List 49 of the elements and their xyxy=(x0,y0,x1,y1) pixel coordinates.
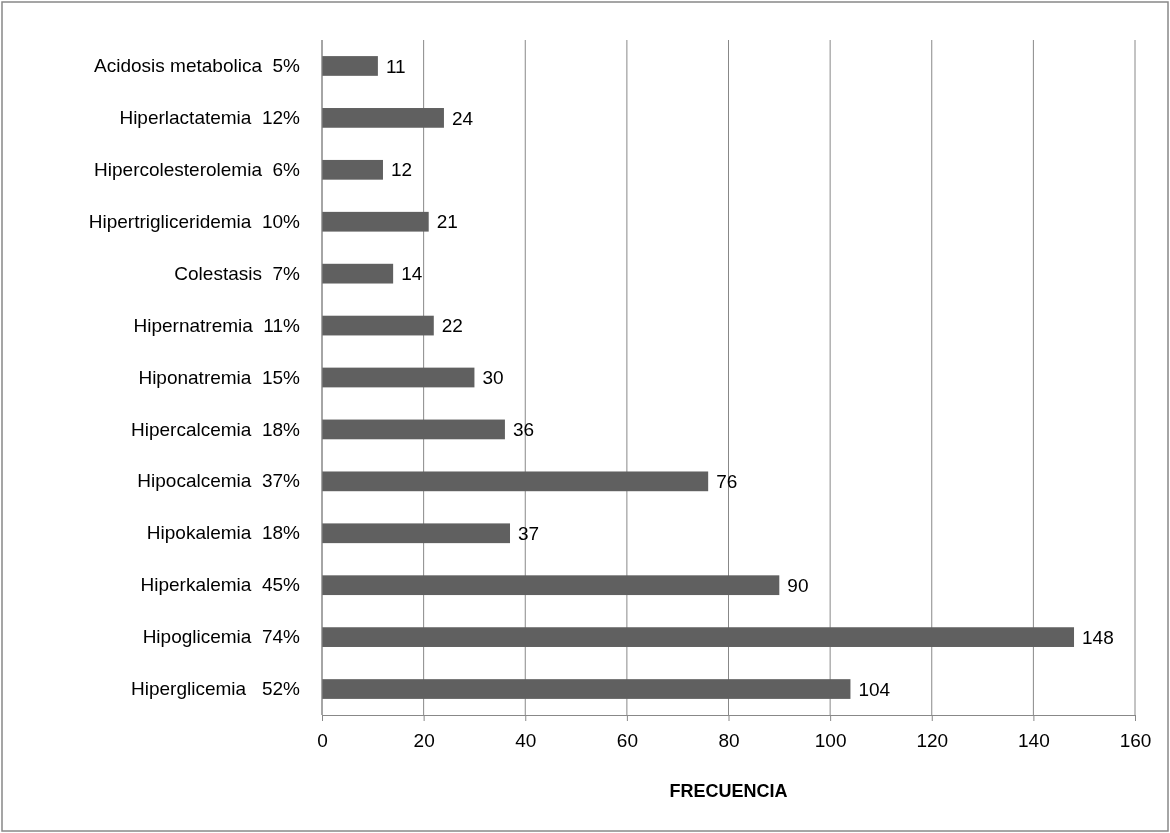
y-tick-label: Hiperlactatemia 12% xyxy=(119,106,301,128)
bar xyxy=(322,679,851,699)
y-tick-label: Hiperkalemia 45% xyxy=(140,574,301,596)
bar xyxy=(322,108,444,128)
x-tick-label: 40 xyxy=(515,729,537,751)
y-tick-label: Colestasis 7% xyxy=(174,262,301,284)
x-tick-label: 120 xyxy=(916,729,949,751)
x-tick-label: 0 xyxy=(317,729,328,751)
data-label: 104 xyxy=(858,678,891,700)
data-label: 21 xyxy=(436,211,458,233)
bar xyxy=(322,211,429,232)
data-label: 14 xyxy=(401,263,423,285)
x-tick-label: 100 xyxy=(814,729,847,751)
bar xyxy=(322,627,1075,647)
data-label: 90 xyxy=(787,574,809,596)
y-tick-label: Hipocalcemia 37% xyxy=(137,470,301,492)
x-tick-label: 20 xyxy=(413,729,435,751)
y-tick-label: Hipercalcemia 18% xyxy=(131,418,301,440)
data-label: 36 xyxy=(512,419,535,441)
y-tick-label: Hiperglicemia 52% xyxy=(131,678,301,700)
bar xyxy=(322,159,383,180)
x-tick-label: 80 xyxy=(718,729,740,751)
x-tick-label: 60 xyxy=(616,729,638,751)
y-tick-label: Hipertrigliceridemia 10% xyxy=(88,210,301,232)
data-label: 148 xyxy=(1082,626,1114,648)
bar xyxy=(322,56,378,76)
y-tick-label: Hipokalemia 18% xyxy=(146,522,301,544)
bar xyxy=(322,263,394,284)
x-tick-label: 160 xyxy=(1119,729,1152,751)
data-label: 37 xyxy=(518,522,540,544)
y-tick-label: Hipernatremia 11% xyxy=(133,314,301,336)
bar xyxy=(322,419,505,440)
x-axis-title: FRECUENCIA xyxy=(669,781,788,801)
y-tick-label: Hipercolesterolemia 6% xyxy=(94,158,301,180)
data-label: 76 xyxy=(716,471,738,492)
data-label: 12 xyxy=(390,159,413,181)
bar xyxy=(322,471,709,492)
bar xyxy=(322,367,475,388)
y-tick-label: Acidosis metabolica 5% xyxy=(94,55,301,77)
x-tick-label: 140 xyxy=(1018,729,1050,751)
bar xyxy=(322,523,511,544)
data-label: 24 xyxy=(451,107,474,129)
data-label: 30 xyxy=(482,367,504,389)
data-label: 11 xyxy=(385,55,406,77)
data-label: 22 xyxy=(441,315,463,337)
bar xyxy=(322,315,434,336)
y-tick-label: Hipoglicemia 74% xyxy=(142,626,301,648)
bar xyxy=(322,575,780,596)
y-tick-label: Hiponatremia 15% xyxy=(138,366,301,388)
